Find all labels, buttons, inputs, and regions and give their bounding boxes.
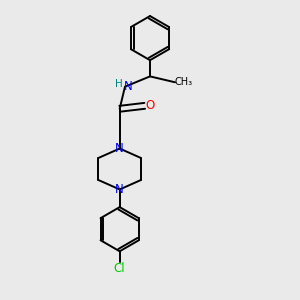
- Text: Cl: Cl: [114, 262, 125, 275]
- Text: O: O: [146, 99, 154, 112]
- Text: CH₃: CH₃: [175, 77, 193, 87]
- Text: N: N: [124, 80, 133, 93]
- Text: N: N: [115, 142, 124, 155]
- Text: N: N: [115, 183, 124, 196]
- Text: H: H: [115, 79, 122, 89]
